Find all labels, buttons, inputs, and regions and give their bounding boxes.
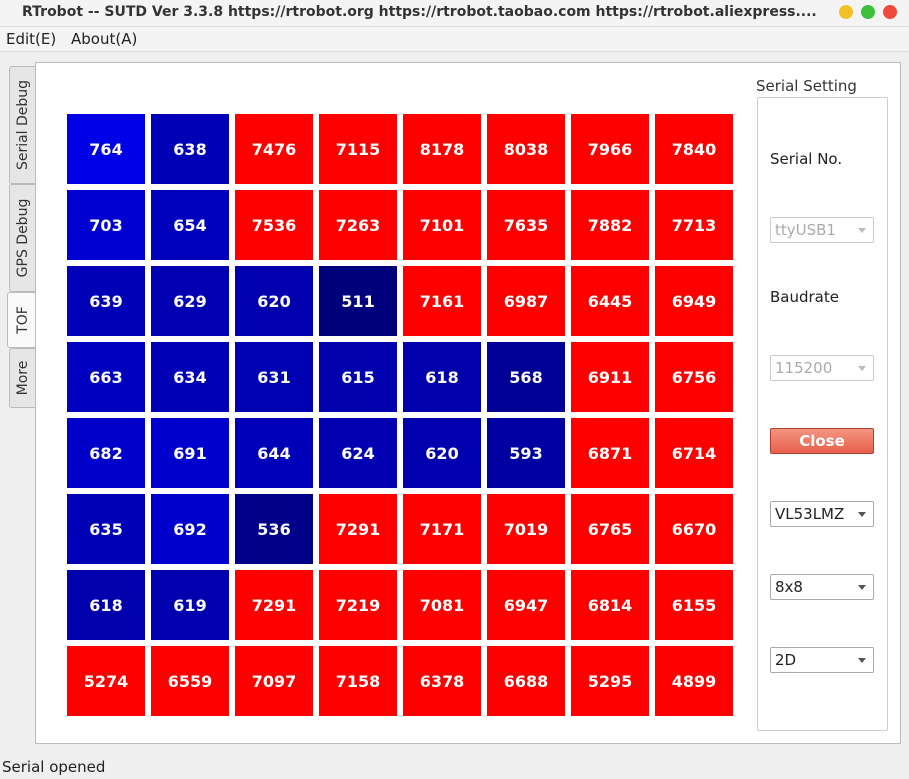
grid-cell: 7291	[235, 570, 313, 640]
title-bar: RTrobot -- SUTD Ver 3.3.8 https://rtrobo…	[0, 0, 909, 27]
grid-cell: 691	[151, 418, 229, 488]
grid-cell: 7081	[403, 570, 481, 640]
combo-box[interactable]: VL53LMZ	[770, 501, 874, 527]
close-window-button[interactable]	[883, 5, 897, 19]
tab[interactable]: Serial Debug	[9, 66, 37, 184]
grid-cell: 6688	[487, 646, 565, 716]
combo-box: ttyUSB1	[770, 217, 874, 243]
grid-cell: 635	[67, 494, 145, 564]
menu-bar: Edit(E) About(A)	[0, 27, 909, 52]
settings-group: Serial No. ttyUSB1 Baudrate 115200 Close…	[757, 97, 888, 731]
tab-label: Serial Debug	[15, 79, 31, 171]
combo-text: VL53LMZ	[775, 505, 845, 523]
grid-cell: 7019	[487, 494, 565, 564]
grid-cell: 663	[67, 342, 145, 412]
tab-selected[interactable]: TOF	[7, 292, 37, 348]
menu-item[interactable]: About(A)	[71, 30, 138, 48]
tab-label: TOF	[14, 306, 31, 334]
menu-item[interactable]: Edit(E)	[6, 30, 57, 48]
grid-cell: 615	[319, 342, 397, 412]
grid-cell: 7882	[571, 190, 649, 260]
close-button[interactable]: Close	[770, 428, 874, 454]
grid-cell: 629	[151, 266, 229, 336]
grid-cell: 6559	[151, 646, 229, 716]
grid-cell: 7840	[655, 114, 733, 184]
combo-box: 115200	[770, 355, 874, 381]
grid-cell: 6378	[403, 646, 481, 716]
grid-cell: 634	[151, 342, 229, 412]
grid-cell: 644	[235, 418, 313, 488]
status-bar: Serial opened	[2, 758, 106, 776]
grid-cell: 620	[235, 266, 313, 336]
group-title: Serial Setting	[756, 77, 857, 95]
grid-cell: 7713	[655, 190, 733, 260]
grid-cell: 7161	[403, 266, 481, 336]
grid-cell: 8038	[487, 114, 565, 184]
window-title: RTrobot -- SUTD Ver 3.3.8 https://rtrobo…	[22, 4, 817, 20]
grid-cell: 638	[151, 114, 229, 184]
grid-cell: 703	[67, 190, 145, 260]
combo-box[interactable]: 2D	[770, 647, 874, 673]
grid-cell: 4899	[655, 646, 733, 716]
grid-cell: 620	[403, 418, 481, 488]
grid-cell: 764	[67, 114, 145, 184]
grid-cell: 5274	[67, 646, 145, 716]
grid-cell: 511	[319, 266, 397, 336]
grid-cell: 618	[67, 570, 145, 640]
grid-cell: 6947	[487, 570, 565, 640]
grid-cell: 7158	[319, 646, 397, 716]
grid-cell: 5295	[571, 646, 649, 716]
grid-cell: 7097	[235, 646, 313, 716]
tab[interactable]: GPS Debug	[9, 184, 37, 292]
grid-cell: 6871	[571, 418, 649, 488]
grid-cell: 6814	[571, 570, 649, 640]
grid-cell: 7263	[319, 190, 397, 260]
grid-cell: 7476	[235, 114, 313, 184]
grid-cell: 536	[235, 494, 313, 564]
grid-cell: 7291	[319, 494, 397, 564]
tab-label: More	[15, 360, 31, 396]
grid-cell: 7101	[403, 190, 481, 260]
grid-cell: 6670	[655, 494, 733, 564]
grid-cell: 7635	[487, 190, 565, 260]
grid-cell: 6987	[487, 266, 565, 336]
combo-box[interactable]: 8x8	[770, 574, 874, 600]
maximize-button[interactable]	[861, 5, 875, 19]
tab[interactable]: More	[9, 348, 37, 408]
grid-cell: 624	[319, 418, 397, 488]
grid-cell: 568	[487, 342, 565, 412]
grid-cell: 7219	[319, 570, 397, 640]
grid-cell: 692	[151, 494, 229, 564]
label: Baudrate	[770, 288, 839, 306]
grid-cell: 7171	[403, 494, 481, 564]
combo-text: 115200	[775, 359, 833, 377]
grid-cell: 7536	[235, 190, 313, 260]
grid-cell: 6155	[655, 570, 733, 640]
tof-panel: 764 638 7476 7115 8178 8038 7966 7840 703 654 7536…	[35, 62, 901, 744]
grid-cell: 7966	[571, 114, 649, 184]
combo-text: ttyUSB1	[775, 221, 836, 239]
tab-label: GPS Debug	[15, 198, 31, 278]
combo-text: 2D	[775, 651, 797, 669]
grid-cell: 7115	[319, 114, 397, 184]
grid-cell: 619	[151, 570, 229, 640]
grid-cell: 6445	[571, 266, 649, 336]
grid-cell: 593	[487, 418, 565, 488]
label: Serial No.	[770, 150, 843, 168]
combo-text: 8x8	[775, 578, 803, 596]
grid-cell: 6714	[655, 418, 733, 488]
grid-cell: 6756	[655, 342, 733, 412]
grid-cell: 6765	[571, 494, 649, 564]
grid-cell: 618	[403, 342, 481, 412]
grid-cell: 6911	[571, 342, 649, 412]
grid-cell: 654	[151, 190, 229, 260]
grid-cell: 631	[235, 342, 313, 412]
grid-cell: 639	[67, 266, 145, 336]
grid-cell: 8178	[403, 114, 481, 184]
grid-cell: 6949	[655, 266, 733, 336]
minimize-button[interactable]	[839, 5, 853, 19]
grid-cell: 682	[67, 418, 145, 488]
